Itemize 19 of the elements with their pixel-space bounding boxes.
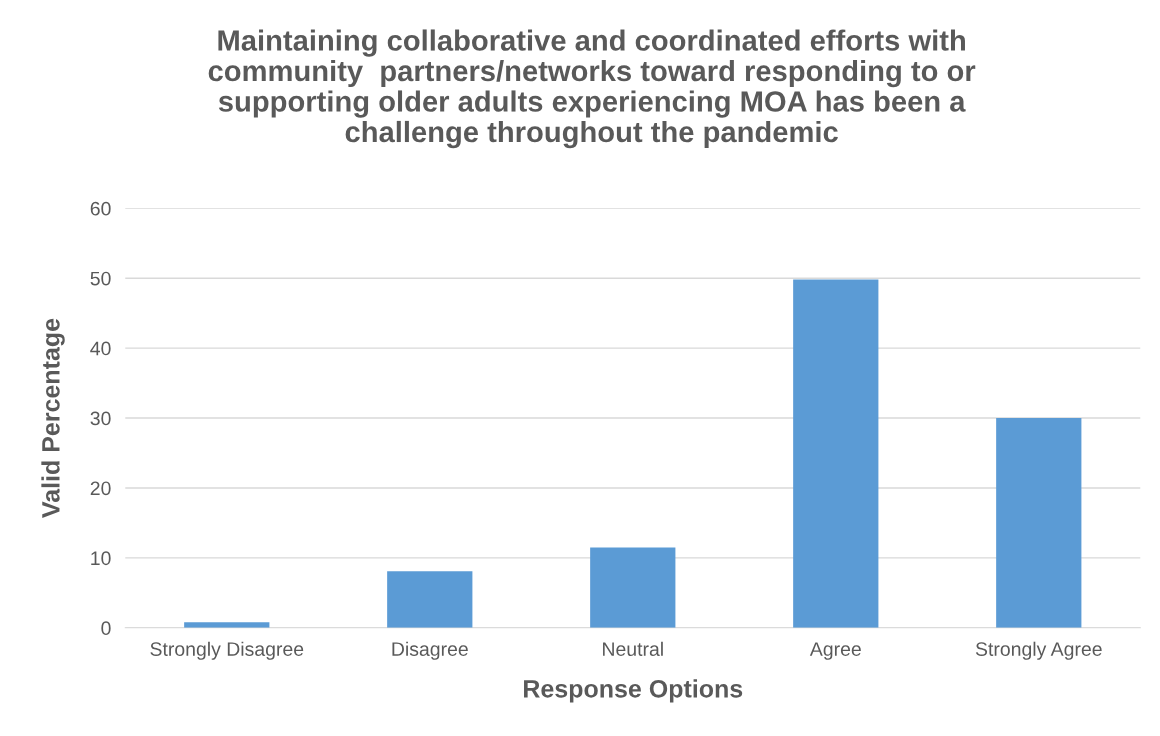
chart-title: Maintaining collaborative and coordinated efforts with community partners/networks toward responding to or supporting older adults experiencing MOA has been a challenge throughout the pandemic xyxy=(208,29,976,149)
y-tick-label: 60 xyxy=(90,201,111,216)
x-tick-label: Neutral xyxy=(603,641,663,656)
y-tick-label: 20 xyxy=(90,481,111,496)
y-tick-label: 50 xyxy=(90,271,111,286)
y-tick-label: 0 xyxy=(101,621,111,636)
x-tick-label: Agree xyxy=(809,642,861,660)
x-tick-label: Disagree xyxy=(392,641,468,660)
bar xyxy=(590,547,676,628)
y-tick-label: 30 xyxy=(90,411,111,426)
x-tick-label: Strongly Agree xyxy=(975,641,1102,660)
y-axis-title: Valid Percentage xyxy=(41,318,65,518)
bar xyxy=(996,418,1082,628)
bar xyxy=(793,279,879,628)
x-tick-label: Strongly Disagree xyxy=(150,641,304,660)
y-tick-label: 10 xyxy=(91,551,111,566)
x-axis-title: Response Options xyxy=(524,679,743,703)
bar xyxy=(387,571,473,628)
y-tick-label: 40 xyxy=(90,341,111,356)
